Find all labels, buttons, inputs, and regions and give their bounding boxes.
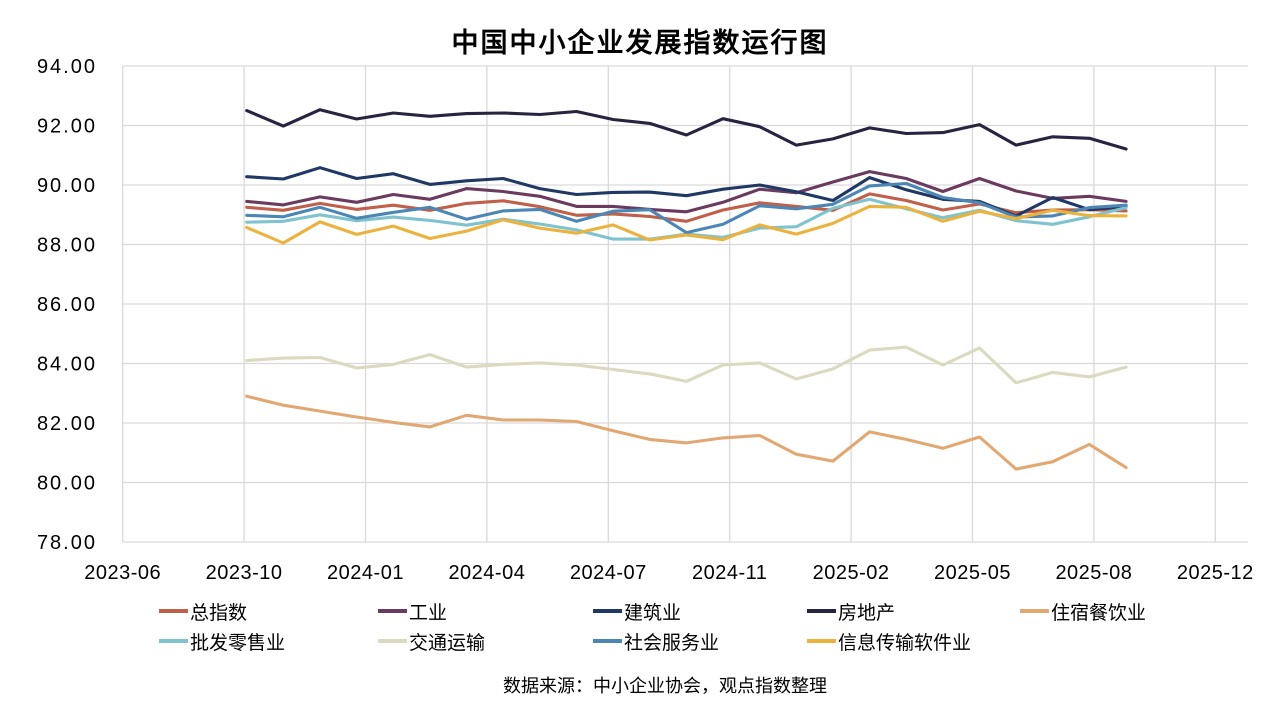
legend-item-房地产: 房地产 [807,600,896,624]
y-axis-tick-label: 80.00 [37,473,97,495]
x-axis-tick-label: 2023-10 [206,562,283,584]
legend-item-批发零售业: 批发零售业 [159,630,286,654]
x-axis-tick-label: 2024-07 [570,562,647,584]
series-line-工业 [245,170,1128,214]
legend-swatch-icon [807,608,836,614]
series-line-住宿餐饮业 [245,394,1128,471]
legend-label: 工业 [409,602,448,624]
legend-swatch-icon [1020,608,1049,614]
y-axis-tick-label: 82.00 [37,413,97,435]
legend-swatch-icon [807,638,836,644]
legend-swatch-icon [378,638,407,644]
x-axis-tick-label: 2025-12 [1177,562,1254,584]
legend-swatch-icon [593,608,622,614]
legend-label: 房地产 [838,602,896,624]
legend-item-社会服务业: 社会服务业 [593,630,720,654]
y-axis-tick-label: 94.00 [37,56,97,78]
legend-swatch-icon [159,638,188,644]
x-axis-tick-label: 2025-02 [813,562,890,584]
legend-item-建筑业: 建筑业 [593,600,682,624]
legend-item-信息传输软件业: 信息传输软件业 [807,630,972,654]
legend-item-住宿餐饮业: 住宿餐饮业 [1020,600,1147,624]
legend-label: 社会服务业 [624,632,720,654]
y-axis-tick-label: 92.00 [37,116,97,138]
source-note: 数据来源：中小企业协会，观点指数整理 [503,676,827,696]
series-line-交通运输 [245,345,1128,385]
y-axis-tick-label: 90.00 [37,175,97,197]
x-axis-tick-label: 2025-05 [934,562,1011,584]
legend-swatch-icon [378,608,407,614]
legend-label: 信息传输软件业 [838,632,972,654]
y-axis-tick-label: 84.00 [37,354,97,376]
series-line-房地产 [245,108,1128,151]
legend-swatch-icon [159,608,188,614]
chart-title: 中国中小企业发展指数运行图 [451,28,829,58]
series-line-社会服务业 [245,181,1128,235]
y-axis-tick-label: 78.00 [37,532,97,554]
legend-item-工业: 工业 [378,600,448,624]
series-line-信息传输软件业 [245,204,1128,245]
y-axis-tick-label: 88.00 [37,235,97,257]
y-axis-tick-label: 86.00 [37,294,97,316]
legend-label: 批发零售业 [190,632,286,654]
x-axis-tick-label: 2024-11 [692,562,767,584]
legend-item-交通运输: 交通运输 [378,630,486,654]
x-axis-tick-label: 2024-01 [327,562,404,584]
legend-label: 交通运输 [409,632,486,654]
legend-swatch-icon [593,638,622,644]
legend-label: 建筑业 [624,602,682,624]
legend-item-总指数: 总指数 [159,600,248,624]
x-axis-tick-label: 2023-06 [84,562,161,584]
x-axis-tick-label: 2024-04 [448,562,525,584]
x-axis-tick-label: 2025-08 [1055,562,1132,584]
legend-label: 住宿餐饮业 [1051,602,1147,624]
legend-label: 总指数 [190,602,248,624]
